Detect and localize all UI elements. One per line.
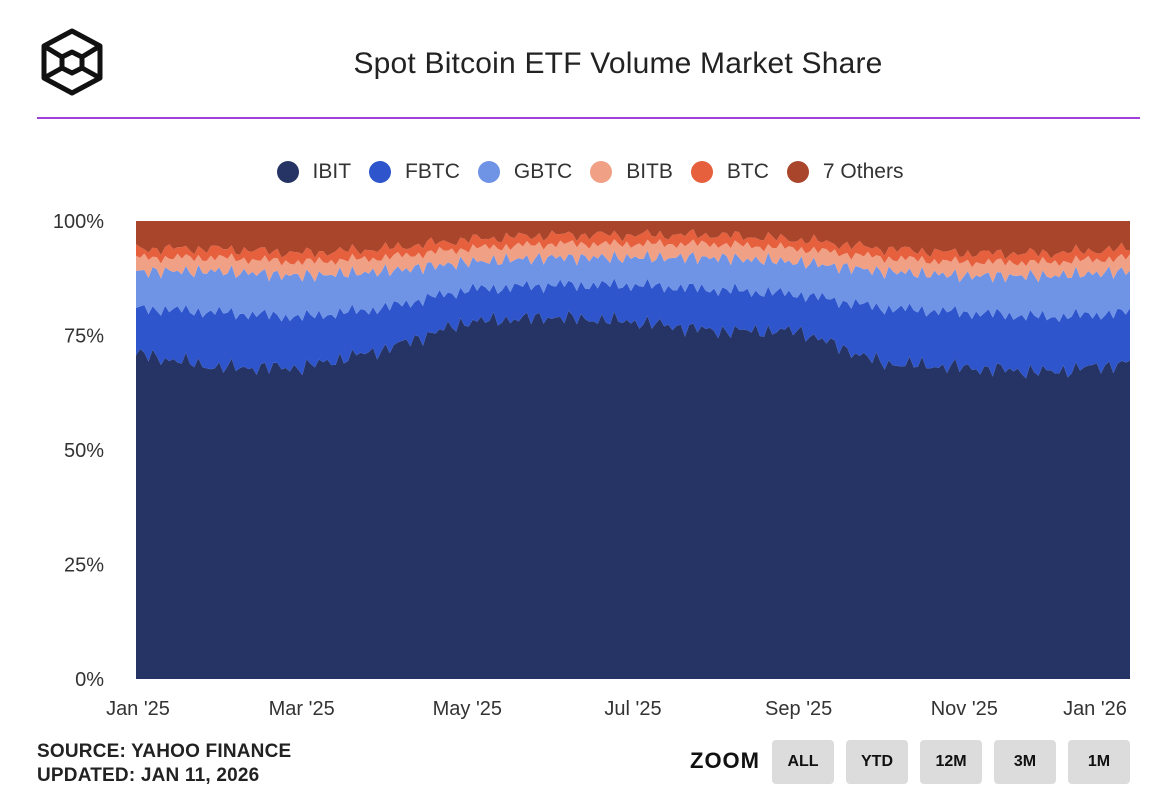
area-series-bitb[interactable] [136, 239, 1130, 283]
legend-swatch-icon [276, 161, 299, 183]
area-series-btc[interactable] [136, 228, 1130, 268]
x-axis: Jan '25 Mar '25 May '25 Jul '25 Sep '25 Nov '… [106, 698, 1127, 720]
zoom-label: ZOOM [690, 748, 760, 773]
chart-areas [136, 221, 1130, 679]
x-tick-label: May '25 [433, 698, 502, 720]
zoom-all-button[interactable]: ALL [772, 740, 834, 784]
y-tick-label: 0% [75, 669, 104, 691]
legend-item-fbtc[interactable]: FBTC [369, 160, 460, 184]
y-tick-label: 25% [64, 555, 104, 577]
y-axis: 0% 25% 50% 75% 100% [53, 211, 104, 691]
legend-item-bitb[interactable]: BITB [590, 160, 673, 184]
chart-legend: IBIT FBTC GBTC BITB BTC 7 Others [0, 160, 1168, 184]
legend-swatch-icon [786, 161, 809, 183]
legend-label: IBIT [312, 160, 352, 183]
legend-label: 7 Others [822, 160, 904, 183]
legend-item-ibit[interactable]: IBIT [276, 160, 352, 184]
x-tick-label: Sep '25 [765, 698, 832, 720]
legend-swatch-icon [690, 161, 713, 183]
legend-label: GBTC [513, 160, 573, 183]
legend-swatch-icon [590, 161, 613, 183]
legend-label: BITB [626, 160, 673, 183]
source-label: SOURCE: YAHOO FINANCE [37, 741, 292, 762]
legend-item-gbtc[interactable]: GBTC [477, 160, 573, 184]
hexagon-cube-icon [41, 28, 103, 96]
area-series-fbtc[interactable] [136, 278, 1130, 379]
zoom-ytd-button[interactable]: YTD [846, 740, 908, 784]
area-series-ibit[interactable] [136, 310, 1130, 679]
area-series-gbtc[interactable] [136, 250, 1130, 323]
legend-swatch-icon [477, 161, 500, 183]
y-tick-label: 75% [64, 326, 104, 348]
x-tick-label: Mar '25 [269, 698, 335, 720]
x-tick-label: Jan '25 [106, 698, 170, 720]
legend-item-btc[interactable]: BTC [690, 160, 769, 184]
zoom-12m-button[interactable]: 12M [920, 740, 982, 784]
title-divider [37, 117, 1140, 119]
legend-item-others[interactable]: 7 Others [786, 160, 904, 184]
legend-label: BTC [726, 160, 769, 183]
y-tick-label: 50% [64, 440, 104, 462]
zoom-3m-button[interactable]: 3M [994, 740, 1056, 784]
area-series-7-others[interactable] [136, 221, 1130, 260]
legend-swatch-icon [369, 161, 392, 183]
legend-label: FBTC [405, 160, 460, 183]
updated-label: UPDATED: JAN 11, 2026 [37, 765, 260, 786]
x-tick-label: Jan '26 [1063, 698, 1127, 720]
stacked-area-chart[interactable]: 0% 25% 50% 75% 100% Jan '25 Mar '25 May '25 Jul… [0, 0, 1168, 730]
chart-title: Spot Bitcoin ETF Volume Market Share [353, 47, 883, 80]
zoom-1m-button[interactable]: 1M [1068, 740, 1130, 784]
x-tick-label: Nov '25 [931, 698, 998, 720]
x-tick-label: Jul '25 [604, 698, 661, 720]
y-tick-label: 100% [53, 211, 104, 233]
